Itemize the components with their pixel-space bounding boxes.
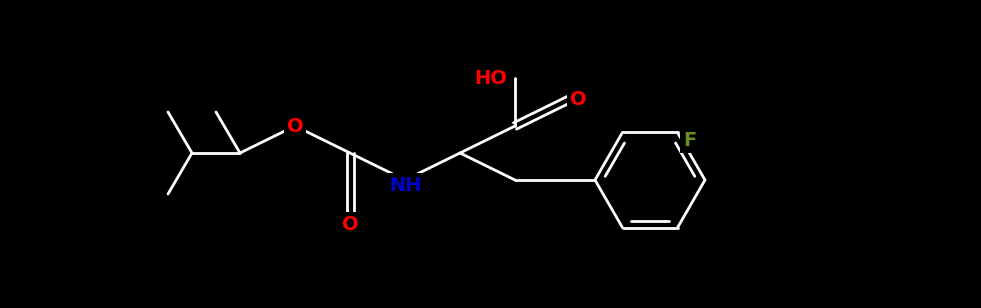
Text: HO: HO — [474, 68, 507, 87]
Text: O: O — [570, 90, 587, 108]
Text: F: F — [683, 131, 697, 150]
Text: NH: NH — [388, 176, 421, 194]
Text: O: O — [341, 214, 358, 233]
Text: O: O — [286, 116, 303, 136]
